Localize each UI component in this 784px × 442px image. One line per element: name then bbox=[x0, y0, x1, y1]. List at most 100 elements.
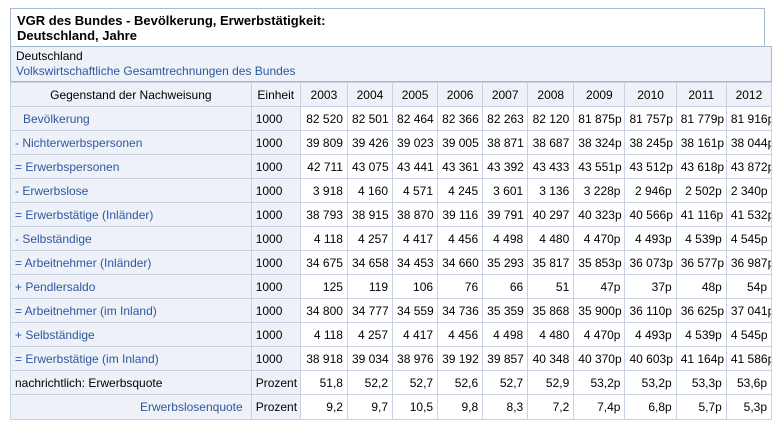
table-cell: 34 736 bbox=[437, 298, 484, 323]
row-label[interactable]: Bevölkerung bbox=[10, 106, 252, 131]
table-cell: 34 800 bbox=[299, 298, 348, 323]
table-cell: 4 470p bbox=[573, 226, 626, 251]
table-cell: 119 bbox=[346, 274, 394, 299]
table-cell: 35 817 bbox=[527, 250, 575, 275]
row-label[interactable]: = Erwerbspersonen bbox=[10, 154, 252, 179]
table-cell: 5,7p bbox=[675, 394, 727, 420]
table-cell: 38 871 bbox=[482, 130, 529, 155]
table-cell: 34 777 bbox=[346, 298, 394, 323]
table-cell: 53,6p bbox=[725, 370, 773, 395]
table-cell: 38 044p bbox=[725, 130, 773, 155]
header-year: 2005 bbox=[392, 82, 439, 107]
table-cell: 82 464 bbox=[392, 106, 439, 131]
row-label[interactable]: - Nichterwerbspersonen bbox=[10, 130, 252, 155]
table-cell: 38 793 bbox=[299, 202, 348, 227]
table-cell: 52,7 bbox=[392, 370, 439, 395]
table-cell: 40 566p bbox=[624, 202, 677, 227]
table-cell: 4 539p bbox=[675, 322, 727, 347]
table-cell: 35 900p bbox=[573, 298, 626, 323]
row-unit: 1000 bbox=[250, 298, 301, 323]
row-label[interactable]: + Pendlersaldo bbox=[10, 274, 252, 299]
table-cell: 53,3p bbox=[675, 370, 727, 395]
row-label[interactable]: = Erwerbstätige (im Inland) bbox=[10, 346, 252, 371]
table-cell: 38 245p bbox=[624, 130, 677, 155]
table-row: = Arbeitnehmer (Inländer) 1000 34 675 34 65… bbox=[10, 250, 773, 275]
table-cell: 4 118 bbox=[299, 322, 348, 347]
table-cell: 53,2p bbox=[573, 370, 626, 395]
table-cell: 4 118 bbox=[299, 226, 348, 251]
row-label[interactable]: - Erwerbslose bbox=[10, 178, 252, 203]
source-link[interactable]: Volkswirtschaftliche Gesamtrechnungen de… bbox=[16, 64, 296, 78]
table-cell: 34 675 bbox=[299, 250, 348, 275]
data-table: Gegenstand der Nachweisung Einheit 2003 … bbox=[10, 82, 773, 420]
table-cell: 37 041p bbox=[725, 298, 773, 323]
header-year: 2012 bbox=[725, 82, 773, 107]
table-subheader: Deutschland Volkswirtschaftliche Gesamtr… bbox=[10, 46, 772, 82]
row-unit: 1000 bbox=[250, 178, 301, 203]
table-cell: 36 110p bbox=[624, 298, 677, 323]
table-cell: 41 532p bbox=[725, 202, 773, 227]
table-row: Erwerbslosenquote Prozent 9,2 9,7 10,5 9,8 8,3… bbox=[10, 394, 773, 420]
table-row: Bevölkerung 1000 82 520 82 501 82 464 82 366 8… bbox=[10, 106, 773, 131]
table-row: - Erwerbslose 1000 3 918 4 160 4 571 4 245 3 6… bbox=[10, 178, 773, 203]
table-row: - Selbständige 1000 4 118 4 257 4 417 4 456 4 … bbox=[10, 226, 773, 251]
table-title: VGR des Bundes - Bevölkerung, Erwerbstät… bbox=[10, 8, 765, 46]
header-year: 2007 bbox=[482, 82, 529, 107]
table-cell: 43 361 bbox=[437, 154, 484, 179]
table-cell: 43 551p bbox=[573, 154, 626, 179]
table-cell: 4 245 bbox=[437, 178, 484, 203]
header-year: 2010 bbox=[624, 82, 677, 107]
table-cell: 38 687 bbox=[527, 130, 575, 155]
table-cell: 39 857 bbox=[482, 346, 529, 371]
row-label[interactable]: Erwerbslosenquote bbox=[10, 394, 252, 420]
table-cell: 4 571 bbox=[392, 178, 439, 203]
row-unit: 1000 bbox=[250, 106, 301, 131]
title-line-2: Deutschland, Jahre bbox=[17, 28, 137, 43]
row-unit: 1000 bbox=[250, 226, 301, 251]
row-label: nachrichtlich: Erwerbsquote bbox=[10, 370, 252, 395]
row-label[interactable]: = Arbeitnehmer (Inländer) bbox=[10, 250, 252, 275]
header-row: Gegenstand der Nachweisung Einheit 2003 … bbox=[10, 82, 773, 107]
table-cell: 36 987p bbox=[725, 250, 773, 275]
table-cell: 81 779p bbox=[675, 106, 727, 131]
table-row: - Nichterwerbspersonen 1000 39 809 39 426 39… bbox=[10, 130, 773, 155]
table-cell: 36 625p bbox=[675, 298, 727, 323]
table-cell: 51 bbox=[527, 274, 575, 299]
row-label[interactable]: - Selbständige bbox=[10, 226, 252, 251]
table-cell: 7,2 bbox=[527, 394, 575, 420]
row-label[interactable]: = Erwerbstätige (Inländer) bbox=[10, 202, 252, 227]
table-cell: 43 618p bbox=[675, 154, 727, 179]
table-cell: 39 116 bbox=[437, 202, 484, 227]
table-cell: 36 073p bbox=[624, 250, 677, 275]
table-cell: 82 520 bbox=[299, 106, 348, 131]
row-unit: 1000 bbox=[250, 346, 301, 371]
table-row: = Erwerbstätige (Inländer) 1000 38 793 38 9… bbox=[10, 202, 773, 227]
table-cell: 2 340p bbox=[725, 178, 773, 203]
table-cell: 4 456 bbox=[437, 226, 484, 251]
table-row: nachrichtlich: Erwerbsquote Prozent 51,8 52… bbox=[10, 370, 773, 395]
table-cell: 34 660 bbox=[437, 250, 484, 275]
row-unit: 1000 bbox=[250, 202, 301, 227]
table-cell: 4 545p bbox=[725, 322, 773, 347]
table-frame: VGR des Bundes - Bevölkerung, Erwerbstät… bbox=[10, 8, 773, 420]
row-label[interactable]: = Arbeitnehmer (im Inland) bbox=[10, 298, 252, 323]
table-cell: 35 853p bbox=[573, 250, 626, 275]
row-label[interactable]: + Selbständige bbox=[10, 322, 252, 347]
table-cell: 34 559 bbox=[392, 298, 439, 323]
table-cell: 39 005 bbox=[437, 130, 484, 155]
table-cell: 38 918 bbox=[299, 346, 348, 371]
table-cell: 4 498 bbox=[482, 322, 529, 347]
table-cell: 9,8 bbox=[437, 394, 484, 420]
table-cell: 4 257 bbox=[346, 226, 394, 251]
table-cell: 41 586p bbox=[725, 346, 773, 371]
table-cell: 4 160 bbox=[346, 178, 394, 203]
table-cell: 4 470p bbox=[573, 322, 626, 347]
header-year: 2008 bbox=[527, 82, 575, 107]
table-cell: 41 164p bbox=[675, 346, 727, 371]
table-cell: 2 502p bbox=[675, 178, 727, 203]
table-cell: 82 501 bbox=[346, 106, 394, 131]
table-row: = Erwerbspersonen 1000 42 711 43 075 43 441 4… bbox=[10, 154, 773, 179]
table-cell: 43 392 bbox=[482, 154, 529, 179]
table-cell: 7,4p bbox=[573, 394, 626, 420]
table-cell: 35 359 bbox=[482, 298, 529, 323]
